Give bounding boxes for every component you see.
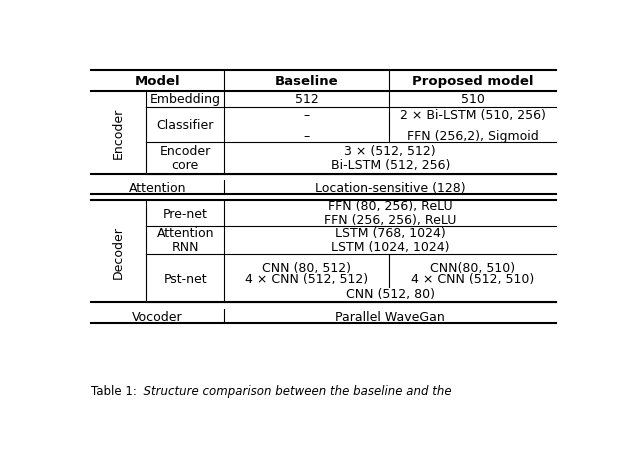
Text: Encoder: Encoder xyxy=(112,107,125,158)
Text: LSTM (1024, 1024): LSTM (1024, 1024) xyxy=(331,240,449,253)
Text: FFN (256, 256), ReLU: FFN (256, 256), ReLU xyxy=(324,213,457,227)
Text: Attention: Attention xyxy=(156,226,214,239)
Text: –: – xyxy=(304,108,309,121)
Text: Pst-net: Pst-net xyxy=(163,272,207,285)
Text: Vocoder: Vocoder xyxy=(132,310,183,323)
Text: CNN (512, 80): CNN (512, 80) xyxy=(346,288,435,300)
Text: Baseline: Baseline xyxy=(275,74,338,87)
Text: 4 × CNN (512, 510): 4 × CNN (512, 510) xyxy=(411,272,534,285)
Text: 510: 510 xyxy=(461,93,484,106)
Text: Structure comparison between the baseline and the: Structure comparison between the baselin… xyxy=(136,384,452,397)
Text: Attention: Attention xyxy=(129,181,186,194)
Text: Pre-net: Pre-net xyxy=(163,207,208,220)
Text: Bi-LSTM (512, 256): Bi-LSTM (512, 256) xyxy=(331,158,450,172)
Text: CNN (80, 512): CNN (80, 512) xyxy=(262,262,351,274)
Text: Classifier: Classifier xyxy=(156,119,214,132)
Text: Model: Model xyxy=(135,74,180,87)
Text: Table 1:: Table 1: xyxy=(91,384,137,397)
Text: Decoder: Decoder xyxy=(112,226,125,278)
Text: LSTM (768, 1024): LSTM (768, 1024) xyxy=(335,226,445,239)
Text: 3 × (512, 512): 3 × (512, 512) xyxy=(345,144,436,157)
Text: 2 × Bi-LSTM (510, 256): 2 × Bi-LSTM (510, 256) xyxy=(399,108,546,121)
Text: 512: 512 xyxy=(295,93,318,106)
Text: –: – xyxy=(304,129,309,142)
Text: Embedding: Embedding xyxy=(150,93,220,106)
Text: RNN: RNN xyxy=(171,240,199,253)
Text: FFN (256,2), Sigmoid: FFN (256,2), Sigmoid xyxy=(406,129,539,142)
Text: Location-sensitive (128): Location-sensitive (128) xyxy=(315,181,466,194)
Text: Proposed model: Proposed model xyxy=(412,74,533,87)
Text: FFN (80, 256), ReLU: FFN (80, 256), ReLU xyxy=(328,199,452,212)
Text: Parallel WaveGan: Parallel WaveGan xyxy=(335,310,445,323)
Text: CNN(80, 510): CNN(80, 510) xyxy=(430,262,515,274)
Text: core: core xyxy=(171,158,199,172)
Text: Encoder: Encoder xyxy=(159,144,211,157)
Text: 4 × CNN (512, 512): 4 × CNN (512, 512) xyxy=(245,272,368,285)
